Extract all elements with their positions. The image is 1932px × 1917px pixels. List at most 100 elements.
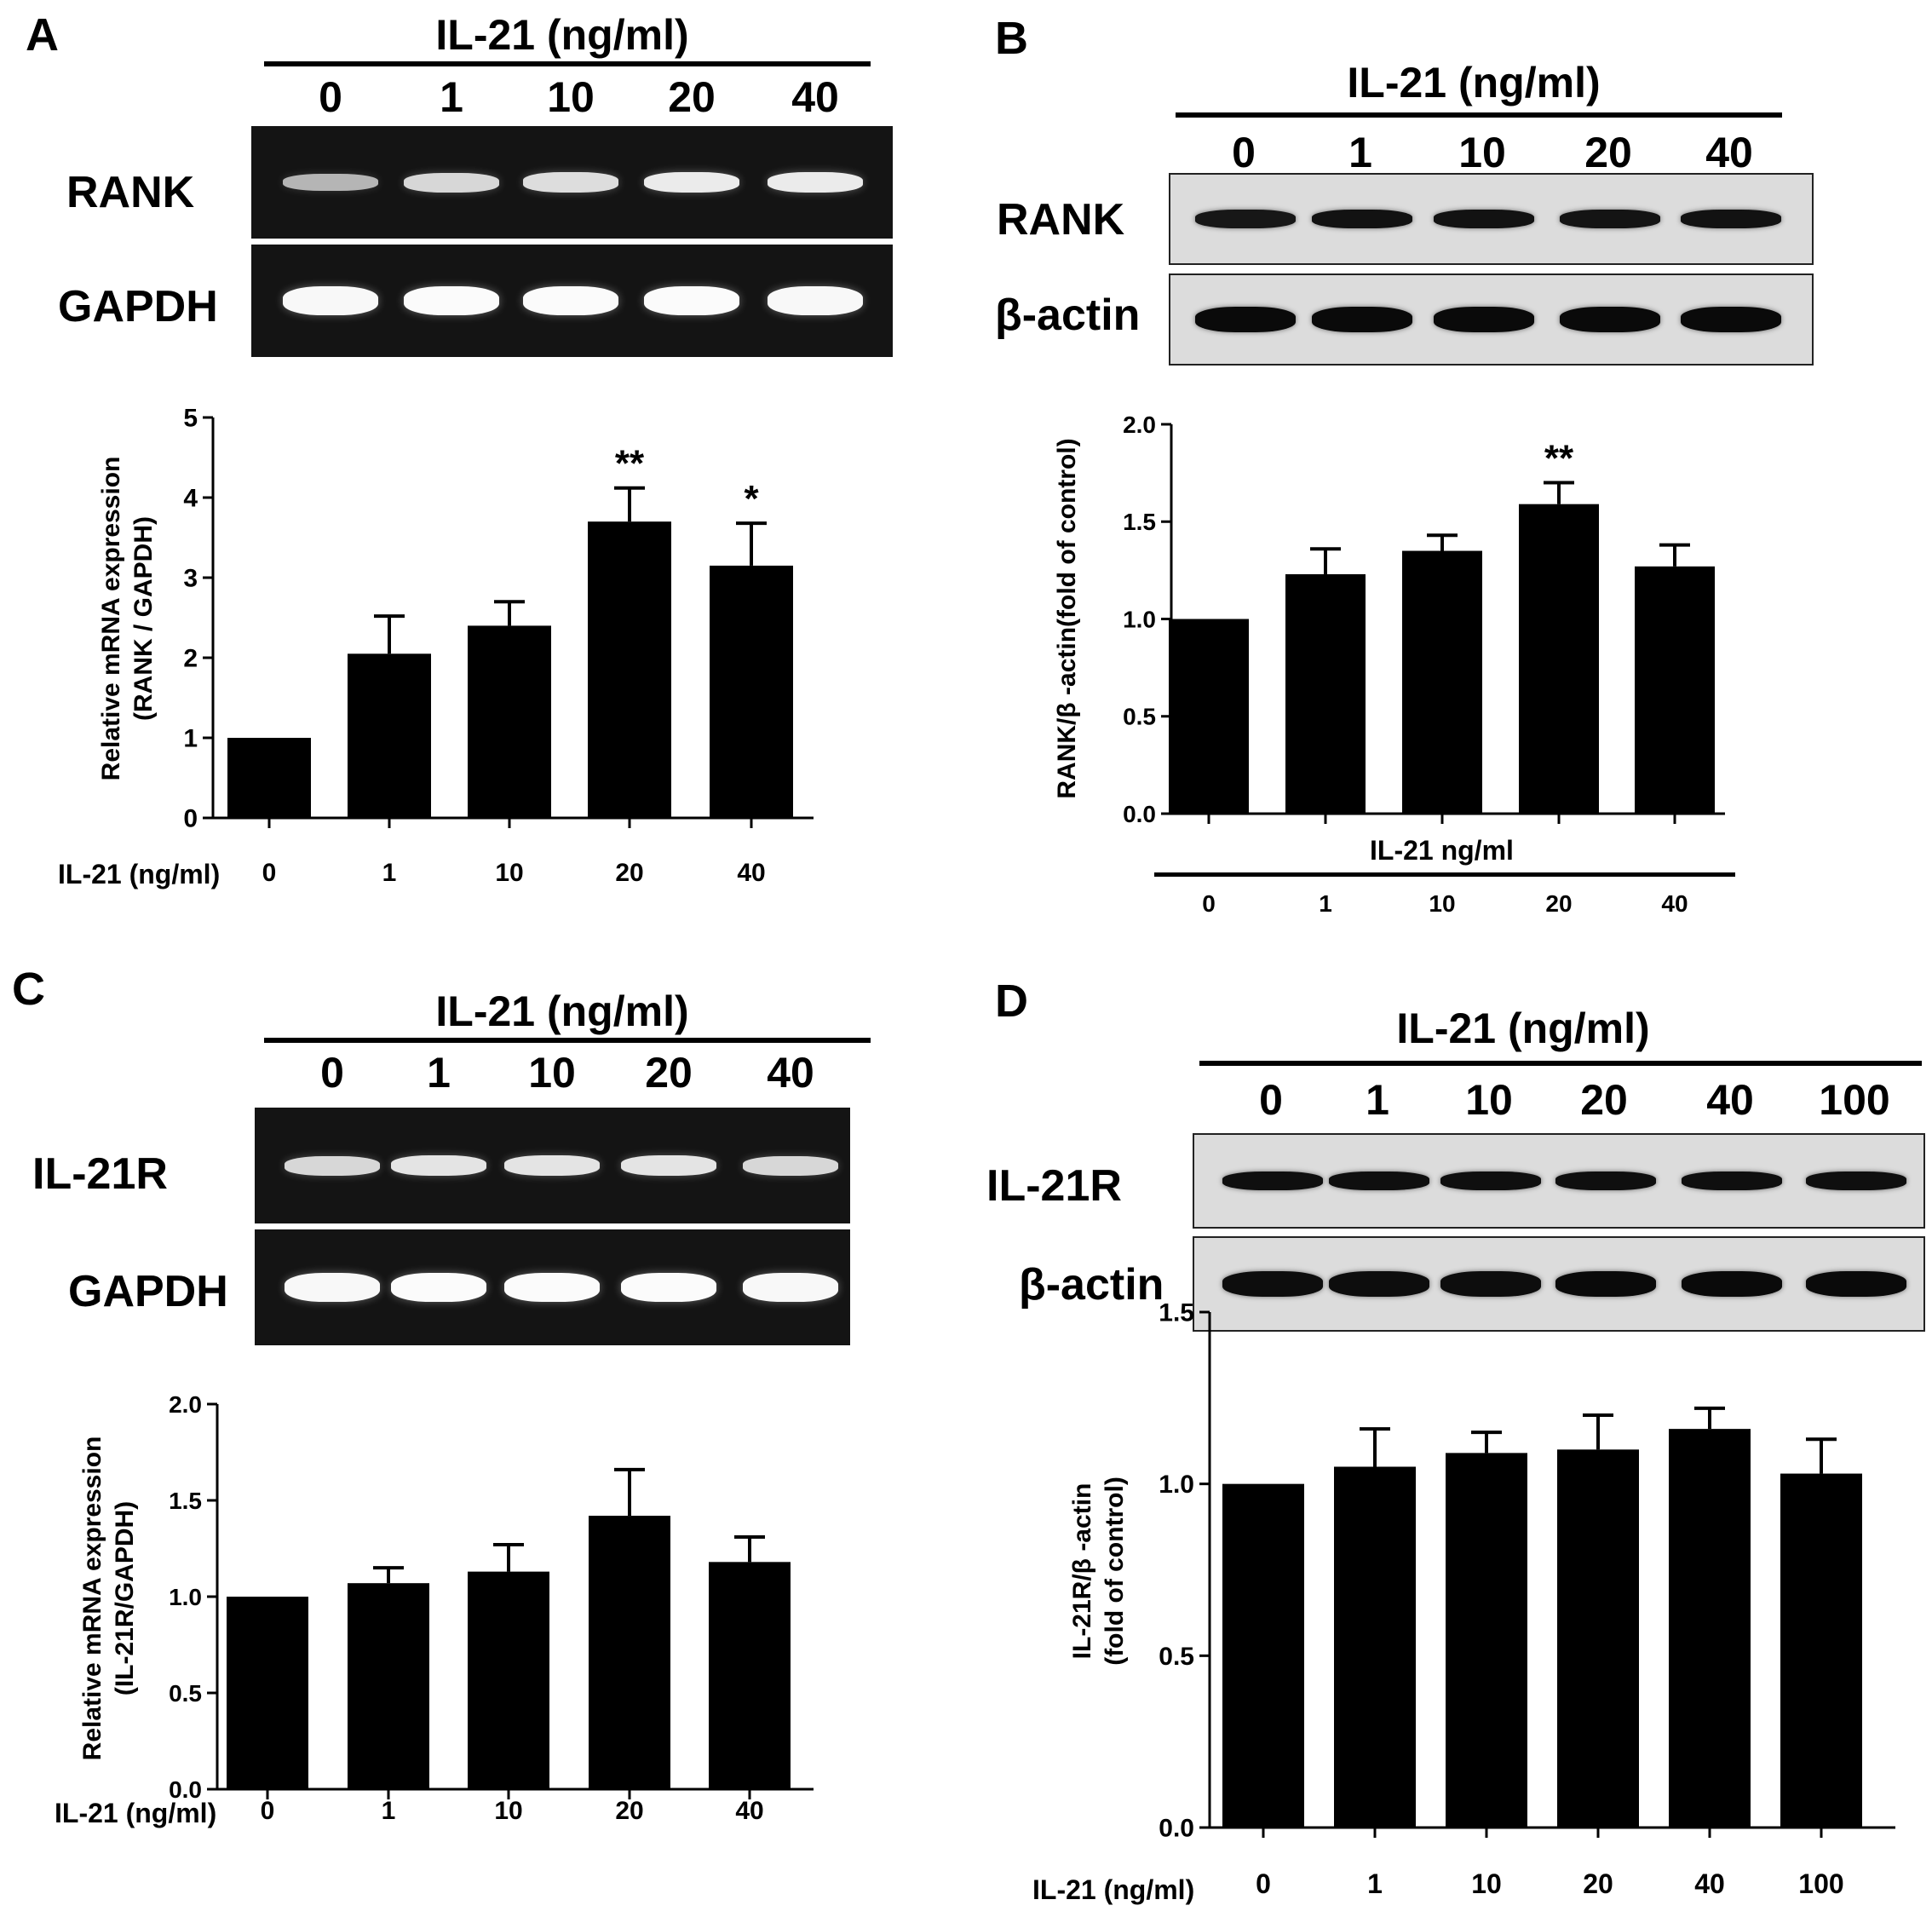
bar xyxy=(227,1597,308,1789)
x-tick-label: 20 xyxy=(1583,1868,1613,1899)
panel-b-lane-label: 10 xyxy=(1458,129,1506,176)
gel-band xyxy=(1312,307,1412,332)
bar xyxy=(1402,550,1482,814)
y-axis-label: IL-21R/β -actin (fold of control) xyxy=(1068,1477,1129,1666)
panel-d-lane-label: 1 xyxy=(1366,1076,1389,1124)
gel-band xyxy=(644,286,739,315)
x-tick-label: 20 xyxy=(1545,890,1572,917)
bar xyxy=(1222,1483,1304,1828)
bar xyxy=(589,1516,670,1789)
panel-letter-d: D xyxy=(995,976,1028,1027)
y-tick-label: 0.0 xyxy=(1123,801,1156,827)
panel-c-x-prefix: IL-21 (ng/ml) xyxy=(55,1798,217,1828)
y-axis-label-line: (RANK / GAPDH) xyxy=(129,516,158,721)
y-tick-label: 1.0 xyxy=(1159,1471,1194,1499)
bar xyxy=(468,625,551,818)
x-tick-label: 10 xyxy=(494,1797,522,1825)
panel-d-blot-actin xyxy=(1193,1236,1925,1332)
x-tick-label: 1 xyxy=(1367,1868,1383,1899)
y-tick-label: 1.0 xyxy=(1123,606,1156,632)
gel-band xyxy=(283,286,378,315)
panel-b-x-header: IL-21 ng/ml xyxy=(1370,835,1514,866)
gel-band xyxy=(743,1155,838,1176)
y-tick-label: 0.5 xyxy=(1123,704,1156,730)
panel-b-blot-actin xyxy=(1169,273,1814,366)
gel-band xyxy=(1222,1172,1323,1190)
x-tick-label: 0 xyxy=(1202,890,1216,917)
y-tick-label: 2 xyxy=(183,645,198,673)
y-tick-label: 0.0 xyxy=(169,1776,202,1803)
gel-band xyxy=(1195,307,1296,332)
x-tick-label: 0 xyxy=(262,859,277,887)
x-tick-label: 40 xyxy=(1661,890,1688,917)
y-tick-label: 2.0 xyxy=(169,1391,202,1418)
x-tick-label: 10 xyxy=(1471,1868,1502,1899)
y-tick-label: 1.5 xyxy=(1123,509,1156,535)
panel-c-header-rule xyxy=(264,1038,871,1043)
panel-b-x-header-rule xyxy=(1154,872,1735,877)
panel-a-lane-label: 1 xyxy=(440,73,463,121)
gel-band xyxy=(404,172,499,193)
y-axis-label-line: IL-21R/β -actin xyxy=(1068,1483,1096,1660)
gel-band xyxy=(523,172,618,193)
panel-c-row-label-il21r: IL-21R xyxy=(32,1149,168,1199)
gel-band xyxy=(404,286,499,315)
panel-a-lane-label: 40 xyxy=(791,73,839,121)
y-axis-label: Relative mRNA expression (IL-21R/GAPDH) xyxy=(78,1436,139,1761)
gel-band xyxy=(391,1155,486,1176)
gel-band xyxy=(1434,307,1534,332)
y-tick-label: 0.0 xyxy=(1159,1815,1194,1843)
bar xyxy=(348,653,431,818)
panel-a-lane-label: 20 xyxy=(668,73,716,121)
panel-a-gel-rank xyxy=(251,126,893,239)
y-axis-label-line: Relative mRNA expression xyxy=(78,1436,106,1761)
x-tick-label: 100 xyxy=(1798,1868,1843,1899)
gel-band xyxy=(1434,210,1534,228)
gel-band xyxy=(1440,1271,1541,1297)
bar xyxy=(1635,566,1715,814)
y-tick-label: 1 xyxy=(183,725,198,753)
panel-c-gel-gapdh xyxy=(255,1229,850,1345)
panel-b-lane-label: 40 xyxy=(1705,129,1753,176)
panel-c-lane-label: 40 xyxy=(767,1049,814,1097)
y-tick-label: 5 xyxy=(183,405,198,433)
x-tick-label: 0 xyxy=(1256,1868,1271,1899)
gel-band xyxy=(1682,1271,1782,1297)
x-tick-label: 0 xyxy=(261,1797,275,1825)
bar xyxy=(348,1583,429,1789)
gel-band xyxy=(1681,210,1781,228)
bar xyxy=(588,521,671,818)
panel-b-lane-label: 20 xyxy=(1584,129,1632,176)
y-tick-label: 2.0 xyxy=(1123,412,1156,438)
y-axis-label: Relative mRNA expression (RANK / GAPDH) xyxy=(97,457,158,781)
x-tick-label: 1 xyxy=(382,859,397,887)
panel-b-blot-rank xyxy=(1169,173,1814,265)
panel-letter-a: A xyxy=(26,9,59,60)
panel-a-row-label-rank: RANK xyxy=(66,168,195,217)
panel-d-row-label-il21r: IL-21R xyxy=(986,1161,1122,1211)
bar xyxy=(227,738,311,818)
gel-band xyxy=(743,1273,838,1302)
y-tick-label: 4 xyxy=(183,485,198,513)
panel-c-lane-label: 1 xyxy=(427,1049,451,1097)
panel-d-lane-label: 20 xyxy=(1580,1076,1628,1124)
panel-b-lane-label: 0 xyxy=(1232,129,1256,176)
gel-band xyxy=(1329,1271,1429,1297)
y-tick-label: 1.5 xyxy=(169,1488,202,1514)
gel-band xyxy=(1560,210,1660,228)
gel-band xyxy=(1329,1172,1429,1190)
panel-b-row-label-rank: RANK xyxy=(997,195,1125,245)
significance-marker: ** xyxy=(1544,438,1574,480)
gel-band xyxy=(1195,210,1296,228)
panel-d-lane-label: 10 xyxy=(1465,1076,1513,1124)
panel-b-lane-label: 1 xyxy=(1348,129,1372,176)
bar xyxy=(1334,1466,1416,1828)
y-axis-label-line: (IL-21R/GAPDH) xyxy=(111,1501,139,1695)
y-axis-label-line: Relative mRNA expression xyxy=(97,457,125,781)
panel-c-header: IL-21 (ng/ml) xyxy=(435,987,689,1035)
panel-b-header: IL-21 (ng/ml) xyxy=(1347,59,1601,106)
